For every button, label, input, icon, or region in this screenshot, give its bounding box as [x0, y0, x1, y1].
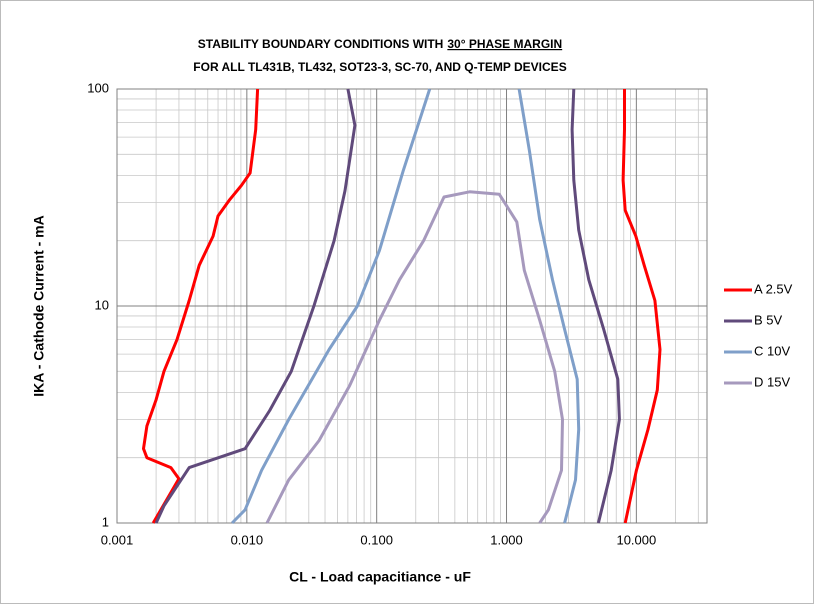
x-axis-label: CL - Load capacitiance - uF — [289, 569, 471, 585]
y-axis-label: IKA - Cathode Current - mA — [31, 215, 47, 396]
series-line — [265, 190, 564, 524]
x-tick-label: 0.001 — [101, 532, 134, 547]
x-tick-label: 1.000 — [490, 532, 523, 547]
plot-border — [116, 88, 708, 524]
legend-label: D 15V — [754, 374, 790, 389]
x-tick-label: 0.010 — [231, 532, 264, 547]
series-line — [231, 88, 432, 525]
chart-title: STABILITY BOUNDARY CONDITIONS WITH 30° PH… — [198, 37, 562, 51]
chart-subtitle: FOR ALL TL431B, TL432, SOT23-3, SC-70, A… — [193, 60, 566, 74]
title-part: 30° PHASE MARGIN — [447, 37, 562, 51]
legend-label: C 10V — [754, 343, 790, 358]
title-part: STABILITY BOUNDARY CONDITIONS WITH — [198, 37, 444, 51]
y-tick-label: 10 — [95, 297, 109, 312]
series-line — [142, 88, 260, 524]
series-line — [154, 88, 357, 524]
series-line — [621, 89, 662, 524]
x-tick-label: 10.000 — [616, 532, 656, 547]
series-line — [570, 88, 621, 524]
y-tick-label: 100 — [87, 80, 109, 95]
x-tick-label: 0.100 — [360, 532, 393, 547]
legend-label: A 2.5V — [754, 281, 793, 296]
legend-label: B 5V — [754, 312, 783, 327]
y-tick-label: 1 — [102, 514, 109, 529]
series-line — [517, 88, 581, 524]
